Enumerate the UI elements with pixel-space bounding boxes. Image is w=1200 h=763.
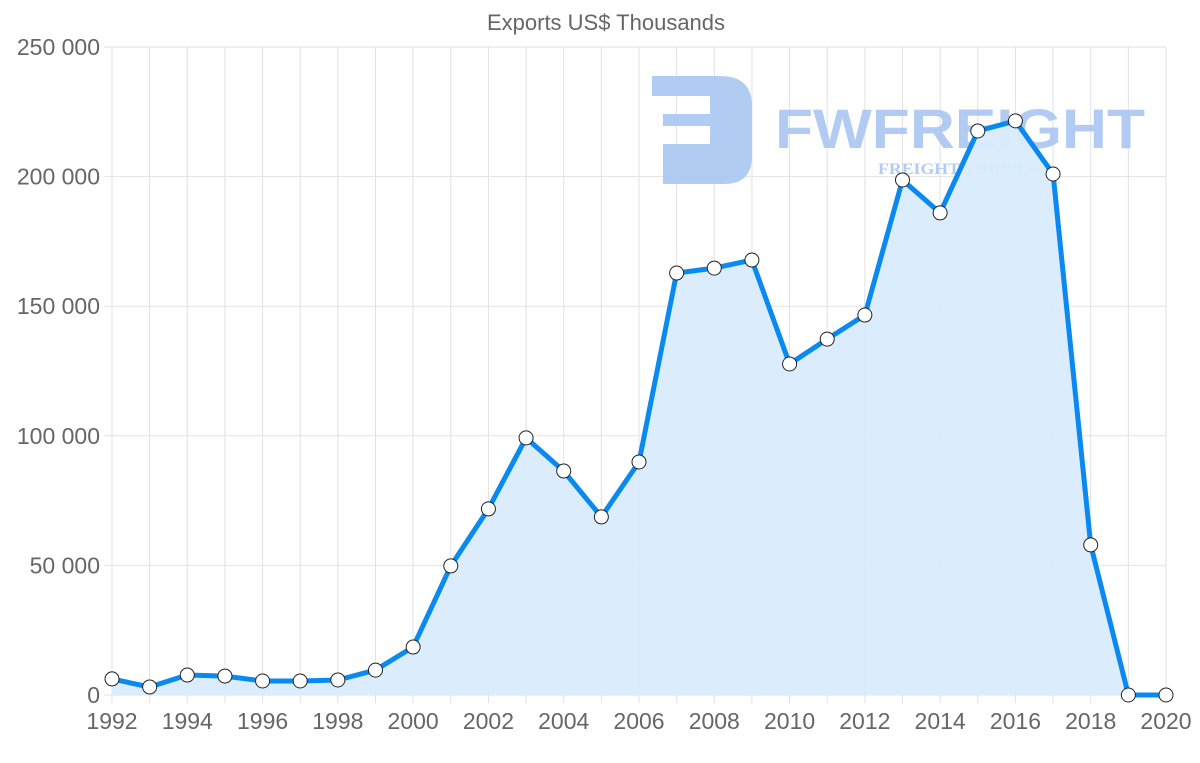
y-tick-label: 150 000 xyxy=(17,293,100,319)
data-points xyxy=(104,113,1174,703)
data-point-2011[interactable] xyxy=(819,331,835,347)
y-tick-label: 200 000 xyxy=(17,164,100,190)
x-tick-label: 2008 xyxy=(689,708,740,734)
data-point-2008[interactable] xyxy=(706,260,722,276)
data-point-2003[interactable] xyxy=(518,430,534,446)
data-point-2014[interactable] xyxy=(932,205,948,221)
data-point-1998[interactable] xyxy=(330,672,346,688)
y-tick-label: 50 000 xyxy=(30,552,100,578)
x-tick-label: 1998 xyxy=(312,708,363,734)
x-axis: 1992 1994 1996 1998 2000 2002 2004 2006 2008 2010… xyxy=(86,708,1191,734)
data-point-2009[interactable] xyxy=(744,252,760,268)
data-point-1995[interactable] xyxy=(217,668,233,684)
x-tick-label: 2014 xyxy=(915,708,966,734)
data-point-2002[interactable] xyxy=(480,501,496,517)
x-tick-label: 2006 xyxy=(613,708,664,734)
data-point-2013[interactable] xyxy=(895,172,910,188)
x-tick-label: 2002 xyxy=(463,708,514,734)
fw-logo-icon xyxy=(652,76,752,184)
data-point-2018[interactable] xyxy=(1083,537,1099,553)
x-tick-label: 1992 xyxy=(86,708,137,734)
data-point-2016[interactable] xyxy=(1007,113,1023,129)
data-point-2020[interactable] xyxy=(1158,687,1174,703)
y-axis: 0 50 000 100 000 150 000 200 000 250 000 xyxy=(17,34,100,708)
data-point-1992[interactable] xyxy=(104,671,120,687)
data-point-2017[interactable] xyxy=(1045,166,1061,182)
data-point-2019[interactable] xyxy=(1120,687,1136,703)
x-tick-label: 2012 xyxy=(839,708,890,734)
data-point-2010[interactable] xyxy=(782,356,798,372)
y-tick-label: 0 xyxy=(87,682,100,708)
x-tick-label: 1996 xyxy=(237,708,288,734)
data-point-2005[interactable] xyxy=(593,509,609,525)
x-tick-label: 2018 xyxy=(1065,708,1116,734)
data-point-1994[interactable] xyxy=(179,667,195,683)
data-point-2006[interactable] xyxy=(631,454,647,470)
data-point-2012[interactable] xyxy=(857,307,873,323)
data-point-2000[interactable] xyxy=(405,639,421,655)
data-point-2007[interactable] xyxy=(669,265,685,281)
y-tick-label: 100 000 xyxy=(17,423,100,449)
data-point-1997[interactable] xyxy=(292,673,308,689)
data-point-2015[interactable] xyxy=(970,123,986,139)
data-point-2004[interactable] xyxy=(556,463,572,479)
data-point-2001[interactable] xyxy=(443,558,459,574)
watermark: FWFREIGHT FREIGHT SHIPPING xyxy=(652,76,1145,184)
chart-title: Exports US$ Thousands xyxy=(487,10,725,35)
x-tick-label: 2000 xyxy=(388,708,439,734)
x-tick-label: 2020 xyxy=(1140,708,1191,734)
data-point-1996[interactable] xyxy=(255,673,271,689)
area-fill xyxy=(112,120,1166,695)
x-tick-label: 2010 xyxy=(764,708,815,734)
data-point-1999[interactable] xyxy=(368,662,383,678)
x-tick-label: 2004 xyxy=(538,708,589,734)
x-tick-label: 2016 xyxy=(990,708,1041,734)
data-point-1993[interactable] xyxy=(142,679,158,695)
watermark-brand: FWFREIGHT xyxy=(775,97,1145,160)
y-tick-label: 250 000 xyxy=(17,34,100,60)
x-tick-label: 1994 xyxy=(162,708,213,734)
